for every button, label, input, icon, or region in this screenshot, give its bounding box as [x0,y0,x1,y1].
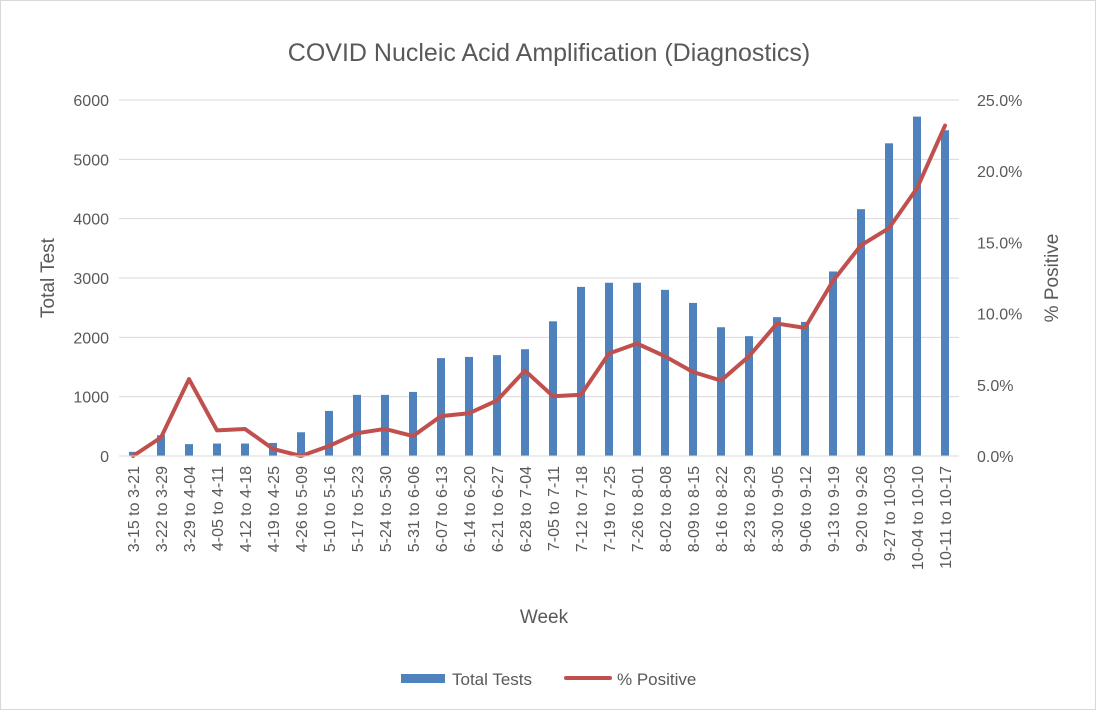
x-tick-label: 5-10 to 5-16 [322,466,339,552]
bar-series-total-tests [129,116,949,456]
chart-title: COVID Nucleic Acid Amplification (Diagno… [288,39,810,67]
bar [325,410,333,456]
bar [941,130,949,456]
bar [829,271,837,456]
x-tick-label: 8-09 to 8-15 [686,466,703,552]
axes: 0 1000 2000 3000 4000 5000 6000 0.0% 5.0% 10.0% 15… [73,93,1022,570]
legend-label-total-tests: Total Tests [452,670,532,689]
bar [241,443,249,456]
bar [577,286,585,456]
y2-tick-label: 0.0% [977,449,1013,466]
bar [857,209,865,456]
bar [521,349,529,456]
bar [185,444,193,456]
y2-tick-label: 15.0% [977,235,1022,252]
x-tick-label: 9-27 to 10-03 [882,466,899,561]
x-tick-label: 9-13 to 9-19 [826,466,843,552]
bar [885,143,893,456]
x-tick-label: 8-16 to 8-22 [714,466,731,552]
percent-positive-line [131,123,947,458]
x-tick-label: 8-02 to 8-08 [658,466,675,552]
x-tick-label: 4-05 to 4-11 [210,466,227,551]
y-tick-label: 5000 [73,152,109,169]
bar [745,336,753,456]
x-tick-label: 5-31 to 6-06 [406,466,423,552]
bar [549,321,557,456]
x-tick-label: 7-26 to 8-01 [630,466,647,552]
bar [773,317,781,456]
legend-label-percent-positive: % Positive [617,670,696,689]
gridlines [119,99,959,398]
bar [661,289,669,456]
y2-tick-label: 25.0% [977,93,1022,110]
y-tick-label: 2000 [73,330,109,347]
y-axis-label: Total Test [38,237,59,318]
bar [493,355,501,456]
bar [437,358,445,456]
x-tick-label: 10-11 to 10-17 [938,466,955,569]
bar [801,321,809,456]
x-tick-label: 6-07 to 6-13 [434,466,451,552]
x-tick-label: 4-12 to 4-18 [238,466,255,552]
x-tick-label: 6-21 to 6-27 [490,466,507,552]
x-tick-label: 3-29 to 4-04 [182,466,199,552]
bar [409,391,417,456]
bar [633,282,641,456]
x-tick-label: 7-05 to 7-11 [546,466,563,551]
bar [689,302,697,456]
y2-tick-label: 10.0% [977,307,1022,324]
y-tick-label: 3000 [73,271,109,288]
x-tick-label: 3-22 to 3-29 [154,466,171,552]
y2-tick-label: 20.0% [977,164,1022,181]
x-tick-label: 5-17 to 5-23 [350,466,367,552]
x-tick-label: 9-20 to 9-26 [854,466,871,552]
bar [605,282,613,456]
y2-axis-label: % Positive [1042,234,1063,323]
bar [381,394,389,456]
x-tick-label: 6-14 to 6-20 [462,466,479,552]
x-tick-label: 4-26 to 5-09 [294,466,311,552]
bar [353,394,361,456]
bar [717,327,725,456]
x-axis-label: Week [520,607,569,628]
x-tick-label: 8-30 to 9-05 [770,466,787,552]
bar [157,435,165,456]
y-tick-label: 1000 [73,390,109,407]
bar [213,443,221,456]
y2-tick-label: 5.0% [977,378,1013,395]
x-tick-label: 5-24 to 5-30 [378,466,395,552]
legend: Total Tests % Positive [401,670,696,689]
bar [465,356,473,456]
x-tick-label: 7-12 to 7-18 [574,466,591,552]
line-series-percent-positive [131,123,947,458]
x-tick-label: 9-06 to 9-12 [798,466,815,552]
legend-swatch-total-tests [401,674,445,683]
x-tick-label: 3-15 to 3-21 [126,466,143,552]
x-tick-label: 7-19 to 7-25 [602,466,619,552]
y-tick-label: 0 [100,449,109,466]
bar [913,116,921,456]
bar [297,432,305,456]
y-tick-label: 4000 [73,212,109,229]
x-tick-label: 10-04 to 10-10 [910,466,927,570]
x-tick-label: 4-19 to 4-25 [266,466,283,552]
x-tick-label: 8-23 to 8-29 [742,466,759,552]
y-tick-label: 6000 [73,93,109,110]
x-tick-label: 6-28 to 7-04 [518,466,535,552]
